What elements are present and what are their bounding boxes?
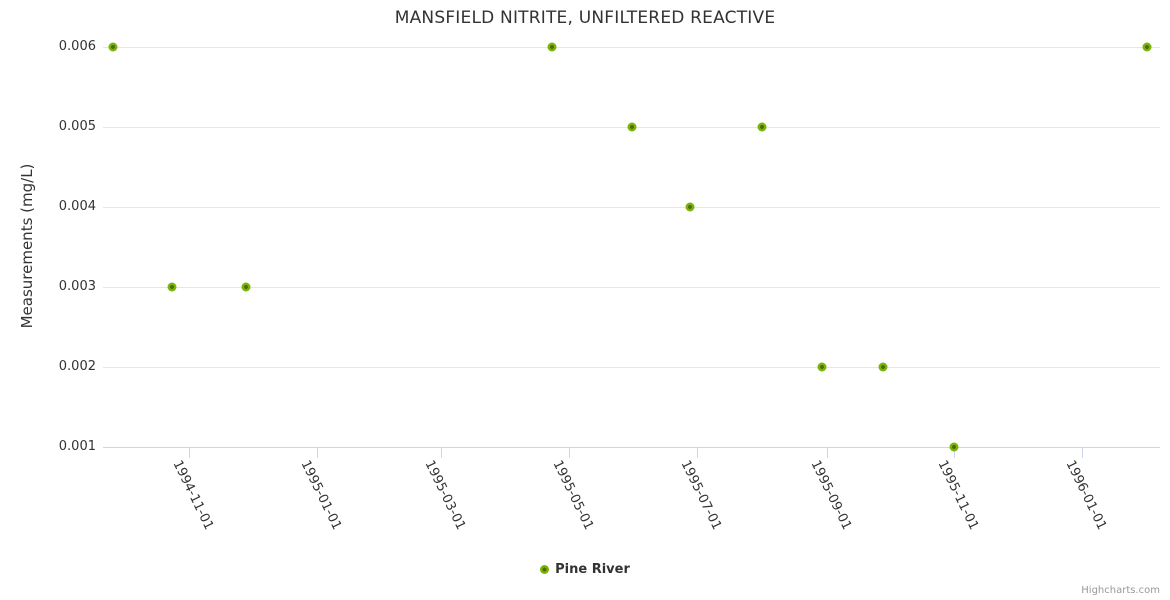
- data-point[interactable]: [878, 362, 888, 372]
- x-axis-line: [103, 446, 1160, 448]
- data-point[interactable]: [757, 122, 767, 132]
- x-axis-label: 1995-03-01: [421, 457, 468, 532]
- legend-item-pine-river[interactable]: Pine River: [0, 562, 1170, 577]
- y-axis-label: 0.004: [58, 198, 96, 214]
- y-gridline: [103, 47, 1160, 48]
- highcharts-credits[interactable]: Highcharts.com: [1081, 585, 1160, 596]
- data-point[interactable]: [817, 362, 827, 372]
- x-axis-label: 1995-01-01: [297, 457, 345, 532]
- y-gridline: [103, 366, 1160, 368]
- data-point[interactable]: [547, 42, 557, 52]
- x-axis-label: 1995-07-01: [677, 457, 724, 532]
- x-axis-tick: [568, 447, 570, 458]
- x-axis-tick: [826, 447, 828, 458]
- y-axis-label: 0.002: [58, 358, 96, 374]
- x-axis-label: 1995-09-01: [807, 457, 854, 532]
- x-axis-tick: [188, 447, 190, 458]
- y-gridline: [103, 206, 1160, 208]
- data-point[interactable]: [167, 282, 177, 292]
- x-axis-label: 1995-11-01: [934, 457, 982, 532]
- legend-marker-icon: [540, 565, 550, 574]
- data-point[interactable]: [627, 122, 636, 132]
- y-axis-label: 0.001: [58, 438, 96, 454]
- x-axis-label: 1996-01-01: [1062, 457, 1110, 532]
- chart-title: MANSFIELD NITRITE, UNFILTERED REACTIVE: [394, 8, 776, 28]
- y-gridline: [103, 286, 1160, 288]
- x-axis-tick: [1082, 447, 1084, 458]
- data-point[interactable]: [685, 202, 695, 212]
- data-point[interactable]: [241, 282, 251, 292]
- x-axis-tick: [316, 447, 318, 458]
- data-point[interactable]: [1142, 42, 1152, 52]
- data-point[interactable]: [949, 442, 959, 451]
- x-axis-tick: [954, 447, 956, 458]
- x-axis-label: 1995-05-01: [549, 457, 596, 532]
- x-axis-tick: [696, 447, 698, 458]
- x-axis-tick: [440, 447, 442, 458]
- y-axis-title: Measurements (mg/L): [18, 163, 36, 329]
- legend-series-label: Pine River: [555, 562, 630, 577]
- y-axis-label: 0.005: [58, 118, 96, 134]
- x-axis-label: 1994-11-01: [169, 457, 217, 532]
- data-point[interactable]: [108, 42, 118, 52]
- y-axis-label: 0.003: [58, 278, 96, 294]
- y-axis-label: 0.006: [58, 39, 96, 54]
